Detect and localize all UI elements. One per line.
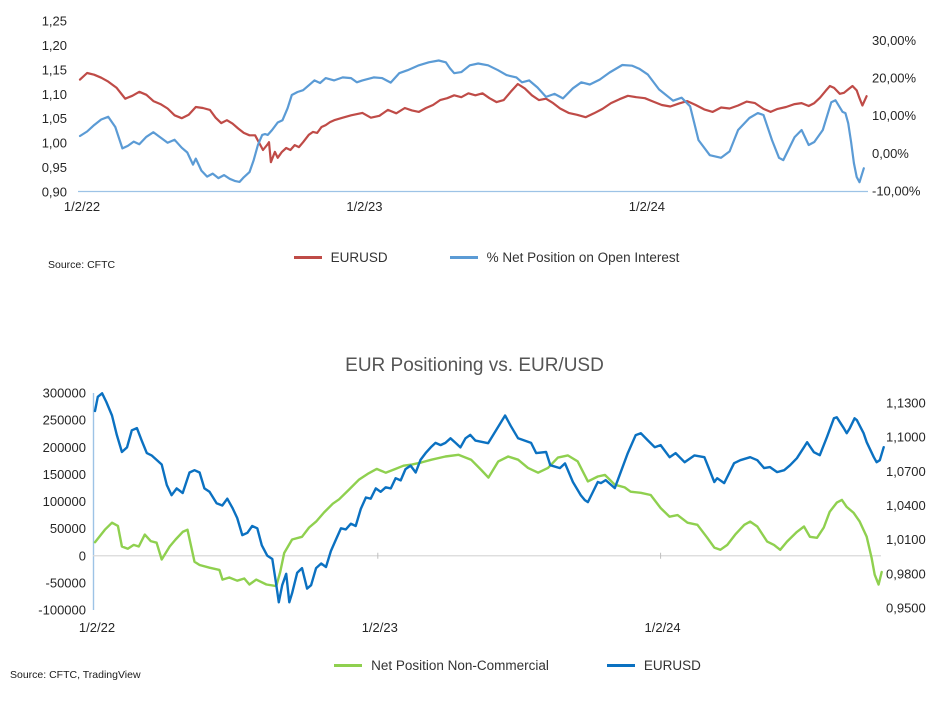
legend-item-net-position: Net Position Non-Commercial bbox=[334, 658, 549, 673]
top-series-right bbox=[78, 59, 865, 184]
right-axis-tick-label: 20,00% bbox=[872, 71, 917, 86]
right-axis-tick-label: 0,9500 bbox=[886, 600, 926, 615]
legend-item-eurusd-bottom: EURUSD bbox=[606, 658, 701, 673]
eurusd-line-swatch bbox=[293, 256, 322, 259]
top-chart: 1,25 1,20 1,15 1,10 1,05 1,00 0,95 0,90 30,00% 20… bbox=[42, 14, 921, 215]
right-axis-tick-label: 1,1300 bbox=[886, 396, 926, 411]
left-axis-tick-label: -50000 bbox=[46, 575, 86, 590]
bottom-series-left bbox=[93, 453, 883, 588]
net-position-pct-line-swatch bbox=[449, 256, 478, 259]
bottom-chart-title: EUR Positioning vs. EUR/USD bbox=[345, 355, 604, 376]
top-chart-legend: EURUSD % Net Position on Open Interest bbox=[12, 250, 949, 265]
right-axis-tick-label: 30,00% bbox=[872, 33, 917, 48]
left-axis-tick-label: 0 bbox=[79, 548, 86, 563]
x-axis-tick-label: 1/2/24 bbox=[629, 199, 665, 214]
bottom-chart: 300000 250000 200000 150000 100000 50000 0 -500… bbox=[38, 386, 925, 636]
legend-item-net-position-pct: % Net Position on Open Interest bbox=[449, 250, 680, 265]
net-position-line-swatch bbox=[334, 664, 363, 667]
bottom-chart-legend: Net Position Non-Commercial EURUSD bbox=[43, 658, 949, 673]
left-axis-tick-label: 50000 bbox=[50, 521, 86, 536]
bottom-series-right bbox=[93, 392, 885, 604]
left-axis-tick-label: -100000 bbox=[38, 603, 86, 618]
left-axis-tick-label: 1,15 bbox=[42, 62, 67, 77]
right-axis-tick-label: 0,00% bbox=[872, 146, 909, 161]
legend-label-eurusd-top: EURUSD bbox=[330, 250, 388, 265]
left-axis-tick-label: 200000 bbox=[43, 440, 86, 455]
x-axis-tick-label: 1/2/23 bbox=[346, 199, 382, 214]
right-axis-tick-label: 0,9800 bbox=[886, 566, 926, 581]
left-axis-tick-label: 1,20 bbox=[42, 38, 67, 53]
left-axis-tick-label: 1,05 bbox=[42, 111, 67, 126]
legend-item-eurusd-top: EURUSD bbox=[293, 250, 388, 265]
right-axis-tick-label: 1,0700 bbox=[886, 464, 926, 479]
legend-label-net-position: Net Position Non-Commercial bbox=[371, 658, 549, 673]
x-axis-tick-label: 1/2/22 bbox=[79, 620, 115, 635]
legend-label-net-position-pct: % Net Position on Open Interest bbox=[486, 250, 680, 265]
left-axis-tick-label: 250000 bbox=[43, 413, 86, 428]
left-axis-tick-label: 1,00 bbox=[42, 136, 67, 151]
left-axis-tick-label: 150000 bbox=[43, 467, 86, 482]
x-axis-tick-label: 1/2/22 bbox=[64, 199, 100, 214]
left-axis-tick-label: 300000 bbox=[43, 386, 86, 401]
left-axis-tick-label: 0,90 bbox=[42, 185, 67, 200]
right-axis-tick-label: 10,00% bbox=[872, 108, 917, 123]
left-axis-tick-label: 1,25 bbox=[42, 14, 67, 29]
x-axis-tick-label: 1/2/24 bbox=[645, 620, 681, 635]
legend-label-eurusd-bottom: EURUSD bbox=[643, 658, 701, 673]
left-axis-tick-label: 0,95 bbox=[42, 160, 67, 175]
right-axis-tick-label: 1,0100 bbox=[886, 532, 926, 547]
right-axis-tick-label: 1,0400 bbox=[886, 498, 926, 513]
top-chart-source: Source: CFTC bbox=[48, 259, 116, 271]
bottom-chart-source: Source: CFTC, TradingView bbox=[10, 669, 141, 681]
left-axis-tick-label: 100000 bbox=[43, 494, 86, 509]
left-axis-tick-label: 1,10 bbox=[42, 87, 67, 102]
top-series-left bbox=[78, 71, 868, 164]
right-axis-tick-label: -10,00% bbox=[872, 183, 921, 198]
eurusd-bottom-line-swatch bbox=[606, 664, 635, 667]
x-axis-tick-label: 1/2/23 bbox=[362, 620, 398, 635]
right-axis-tick-label: 1,1000 bbox=[886, 430, 926, 445]
